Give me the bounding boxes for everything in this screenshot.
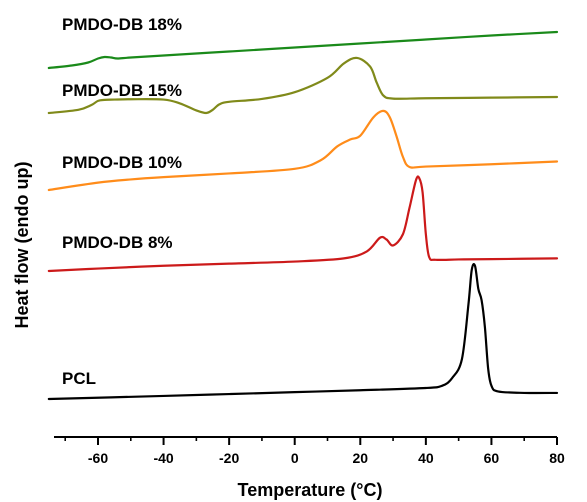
x-axis: -60 -40 -20 0 20 40 60 80	[54, 436, 565, 466]
series-label-pcl: PCL	[62, 369, 96, 388]
series-labels-layer: PMDO-DB 18% PMDO-DB 15% PMDO-DB 10% PMDO-DB…	[62, 15, 182, 388]
x-tick-label: 0	[291, 450, 299, 466]
x-tick-label: 20	[352, 450, 368, 466]
x-axis-ticks: -60 -40 -20 0 20 40 60 80	[64, 437, 565, 466]
x-tick-label: -40	[153, 450, 173, 466]
x-tick-label: -20	[219, 450, 239, 466]
y-axis-title: Heat flow (endo up)	[12, 162, 32, 329]
series-line-pmdo-db-15	[47, 56, 559, 115]
curves-layer	[47, 30, 559, 401]
series-label-pmdo-db-15: PMDO-DB 15%	[62, 81, 182, 100]
x-tick-label: -60	[88, 450, 108, 466]
x-axis-title: Temperature (°C)	[238, 480, 383, 500]
x-tick-label: 80	[549, 450, 565, 466]
series-label-pmdo-db-10: PMDO-DB 10%	[62, 153, 182, 172]
x-tick-label: 60	[484, 450, 500, 466]
series-label-pmdo-db-8: PMDO-DB 8%	[62, 233, 173, 252]
series-label-pmdo-db-18: PMDO-DB 18%	[62, 15, 182, 34]
series-line-pmdo-db-18	[47, 30, 559, 70]
x-tick-label: 40	[418, 450, 434, 466]
series-line-pmdo-db-8	[47, 175, 559, 273]
series-line-pmdo-db-10	[47, 109, 559, 192]
series-line-pcl	[47, 263, 559, 401]
